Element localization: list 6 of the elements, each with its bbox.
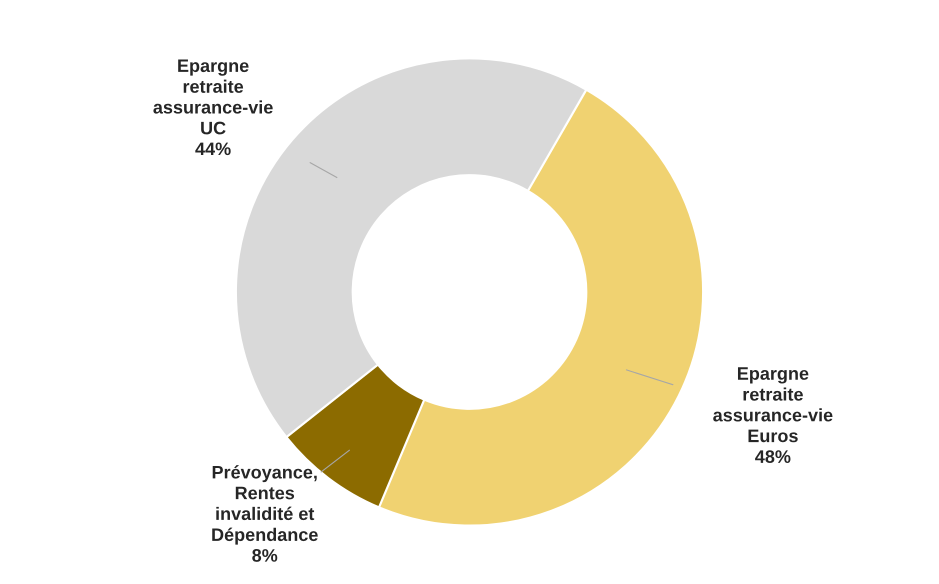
slice-label: Epargne retraite assurance-vie UC	[153, 59, 273, 134]
slice-label: Prévoyance, Rentes invalidité et Dépendance	[212, 465, 318, 545]
data-label: 44%	[195, 142, 231, 156]
slice-label: Epargne retraite assurance-vie Euros	[713, 367, 833, 442]
data-label: 48%	[755, 450, 790, 463]
data-label: 8%	[252, 549, 278, 562]
